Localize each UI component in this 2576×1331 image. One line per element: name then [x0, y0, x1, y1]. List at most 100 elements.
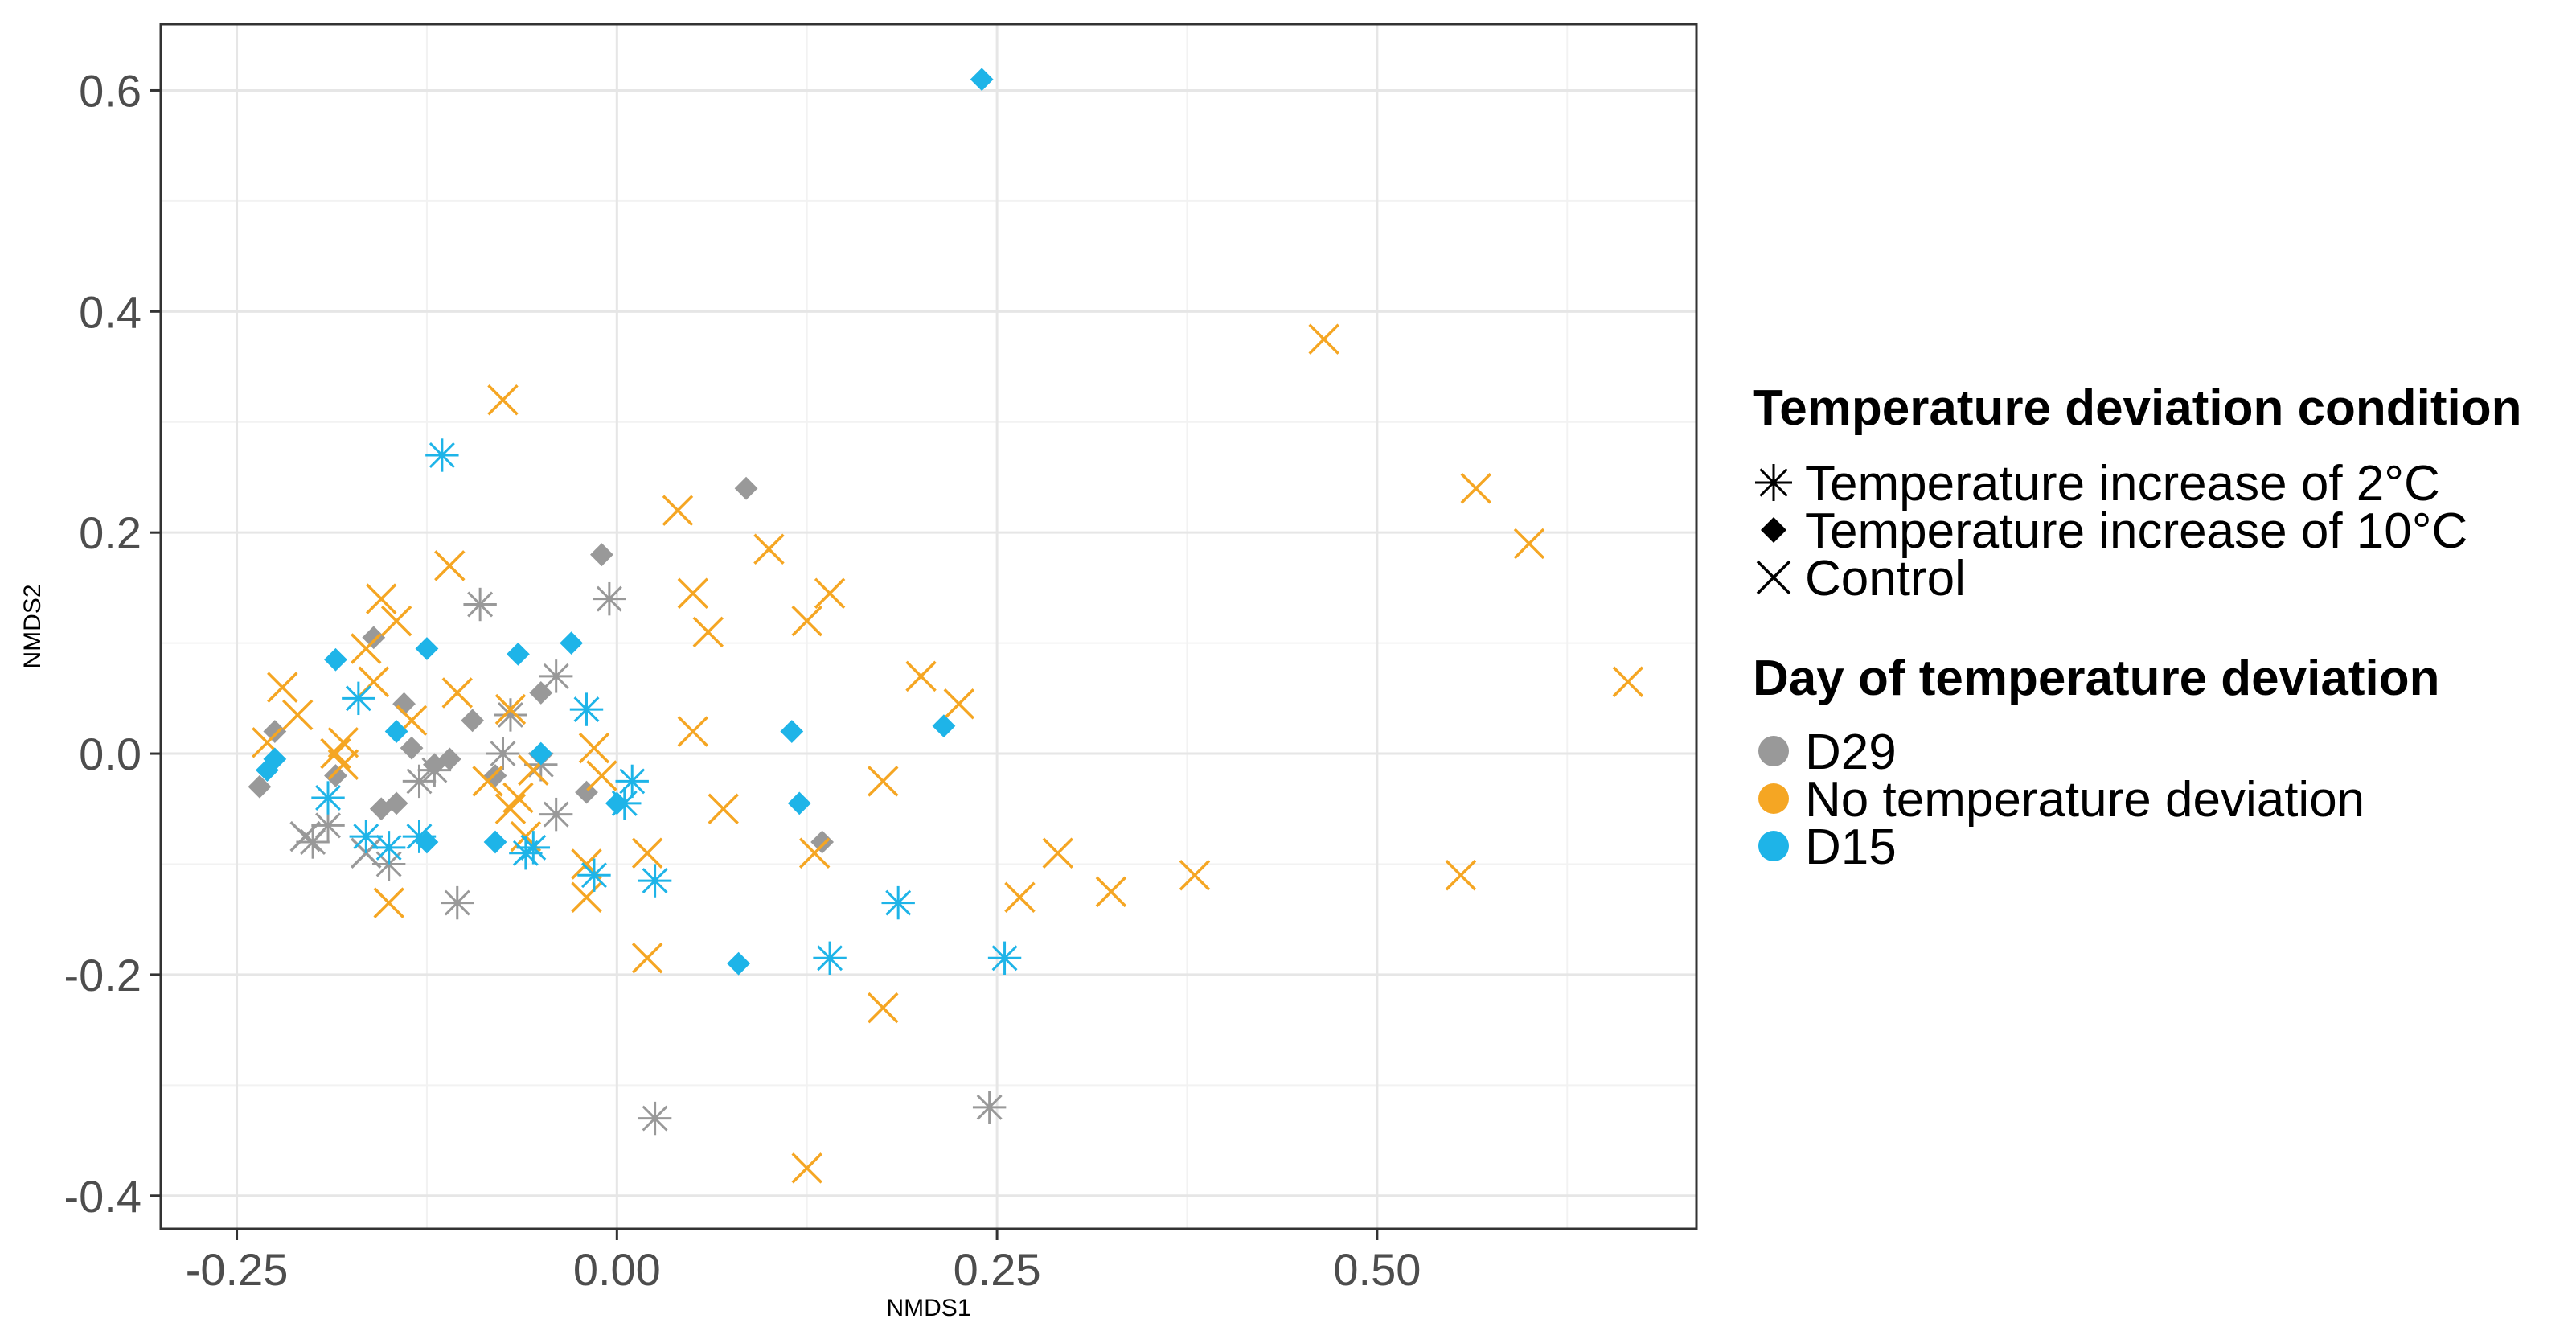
- data-point: [263, 720, 287, 743]
- data-point: [577, 858, 611, 892]
- data-point: [631, 837, 663, 869]
- data-point: [425, 438, 459, 472]
- data-point: [415, 830, 439, 854]
- series-group: [255, 68, 994, 976]
- x-tick-label: -0.25: [186, 1244, 289, 1295]
- data-point: [1612, 666, 1644, 697]
- data-points: [248, 68, 1644, 1184]
- y-tick-label: 0.2: [79, 507, 142, 558]
- data-point: [507, 642, 530, 666]
- legend-label: Control: [1805, 551, 1966, 606]
- data-point: [970, 68, 994, 92]
- data-point: [943, 688, 975, 720]
- data-point: [311, 781, 345, 815]
- data-point: [615, 764, 649, 799]
- data-point: [677, 577, 709, 610]
- data-point: [590, 543, 613, 567]
- plot-panel-border: [159, 23, 1698, 1230]
- y-tick-label: -0.4: [64, 1171, 142, 1222]
- data-point: [1179, 859, 1211, 891]
- y-tick-label: -0.2: [64, 950, 142, 1000]
- legend: Temperature deviation condition Temperatu…: [1753, 380, 2522, 875]
- data-point: [868, 992, 899, 1024]
- legend-key-cross: [1756, 560, 1791, 595]
- data-point: [813, 941, 847, 975]
- legend-key-diamond: [1761, 517, 1786, 543]
- data-point: [1513, 528, 1545, 560]
- data-point: [371, 831, 406, 865]
- data-point: [441, 885, 474, 920]
- data-point: [662, 495, 694, 526]
- data-point: [324, 647, 347, 672]
- data-point: [753, 533, 785, 565]
- legend-label: Temperature increase of 10°C: [1805, 503, 2467, 559]
- data-point: [881, 885, 915, 920]
- data-point: [1042, 837, 1073, 869]
- data-point: [415, 637, 439, 660]
- legend-title-day: Day of temperature deviation: [1753, 651, 2439, 706]
- data-point: [327, 749, 359, 781]
- y-tick-label: 0.6: [79, 65, 142, 116]
- data-point: [1445, 859, 1477, 891]
- data-point: [365, 583, 397, 614]
- x-tick-label: 0.50: [1333, 1244, 1421, 1295]
- data-point: [677, 716, 709, 747]
- data-point: [798, 837, 831, 869]
- legend-label: No temperature deviation: [1805, 772, 2365, 828]
- legend-key-color: [1758, 831, 1789, 861]
- data-point: [289, 820, 321, 852]
- data-point: [814, 577, 846, 610]
- data-point: [791, 1152, 822, 1184]
- x-tick-label: 0.25: [954, 1244, 1041, 1295]
- legend-label: Temperature increase of 2°C: [1805, 456, 2440, 511]
- data-point: [342, 681, 375, 716]
- data-point: [392, 692, 416, 716]
- data-point: [1308, 323, 1339, 355]
- data-point: [437, 747, 461, 771]
- data-point: [362, 626, 386, 650]
- data-point: [441, 677, 473, 709]
- data-point: [502, 782, 534, 814]
- legend-key-color: [1758, 783, 1789, 814]
- data-point: [351, 633, 382, 664]
- y-axis-title: NMDS2: [19, 584, 46, 668]
- data-point: [487, 384, 519, 416]
- data-point: [461, 709, 485, 733]
- data-point: [248, 774, 272, 799]
- data-point: [638, 1101, 672, 1136]
- data-point: [1460, 472, 1492, 504]
- data-point: [494, 698, 527, 732]
- series-group: [311, 438, 1022, 975]
- data-point: [605, 791, 629, 815]
- legend-label: D15: [1805, 820, 1897, 875]
- data-point: [791, 605, 822, 637]
- legend-key-asterisk: [1755, 464, 1792, 501]
- legend-label: D29: [1805, 725, 1897, 780]
- y-tick-label: 0.0: [79, 729, 142, 779]
- data-point: [516, 831, 551, 865]
- data-point: [384, 720, 408, 743]
- data-point: [987, 941, 1022, 975]
- data-point: [708, 793, 739, 824]
- data-point: [560, 631, 583, 655]
- data-point: [402, 764, 437, 799]
- data-point: [569, 692, 604, 726]
- data-point: [868, 766, 899, 797]
- data-point: [1095, 876, 1127, 908]
- data-point: [787, 791, 811, 815]
- data-point: [539, 797, 573, 832]
- data-point: [281, 699, 314, 731]
- data-point: [727, 951, 751, 976]
- data-point: [539, 659, 573, 693]
- data-point: [400, 736, 424, 760]
- data-point: [578, 732, 610, 764]
- data-point: [780, 720, 804, 743]
- data-point: [631, 943, 663, 974]
- data-point: [638, 864, 672, 898]
- data-point: [296, 825, 330, 859]
- data-point: [434, 550, 466, 581]
- axes: -0.25 0.00 0.25 0.50 -0.4 -0.2 0.0 0.2 0.4 0.6: [64, 65, 1421, 1295]
- data-point: [384, 791, 408, 815]
